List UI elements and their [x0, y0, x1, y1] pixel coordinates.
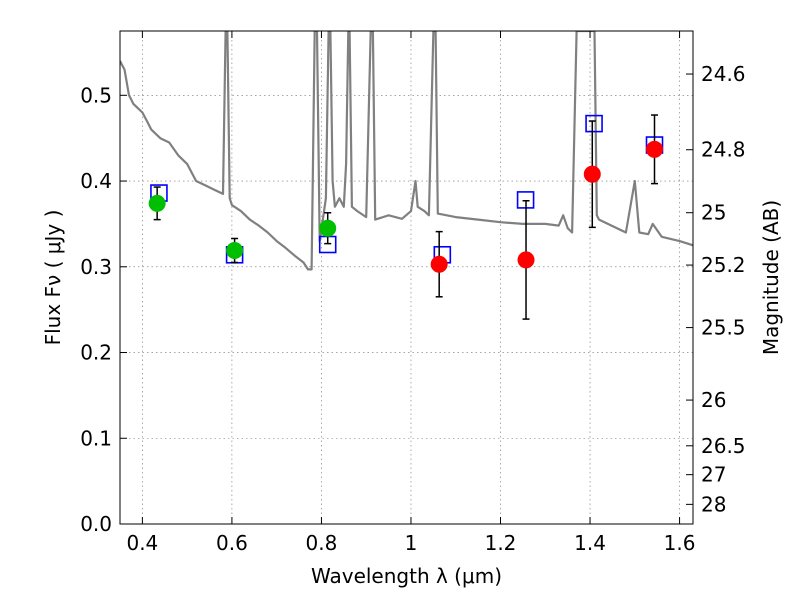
y-tick-label: 0.0 — [80, 512, 112, 536]
right-tick-label: 25.5 — [701, 316, 746, 340]
x-tick-label: 0.4 — [126, 531, 158, 555]
x-tick-label: 0.6 — [216, 531, 248, 555]
right-tick-label: 24.6 — [701, 62, 746, 86]
y-tick-label: 0.1 — [80, 426, 112, 450]
right-tick-label: 26.5 — [701, 434, 746, 458]
x-tick-label: 0.8 — [306, 531, 338, 555]
y-tick-label: 0.2 — [80, 341, 112, 365]
nir-data-point — [430, 255, 448, 273]
right-tick-label: 25 — [701, 201, 726, 225]
right-tick-label: 28 — [701, 492, 726, 516]
optical-data-point — [319, 219, 337, 237]
y-axis-label: Flux Fν ( μJy ) — [41, 210, 65, 346]
nir-data-point — [583, 165, 601, 183]
right-tick-label: 27 — [701, 463, 726, 487]
x-tick-label: 1 — [405, 531, 418, 555]
nir-data-point — [517, 251, 535, 269]
model-flux-marker — [585, 114, 603, 133]
right-tick-label: 26 — [701, 388, 726, 412]
right-tick-label: 25.2 — [701, 253, 746, 277]
y-tick-label: 0.3 — [80, 255, 112, 279]
plot-layer — [120, 31, 693, 320]
ticks-layer: 0.4 0.6 0.8 1 1.2 1.4 1.6 0.0 0.1 0.2 0.3 0.4 0.5 24.… — [80, 31, 746, 555]
plot-frame — [119, 30, 694, 525]
y-tick-label: 0.5 — [80, 83, 112, 107]
y-tick-label: 0.4 — [80, 169, 112, 193]
x-tick-label: 1.6 — [664, 531, 696, 555]
x-tick-label: 1.4 — [574, 531, 606, 555]
optical-data-point — [226, 241, 244, 259]
right-tick-label: 24.8 — [701, 138, 746, 162]
x-axis-label: Wavelength λ (μm) — [311, 564, 502, 588]
grid-layer — [120, 31, 693, 525]
x-tick-label: 1.2 — [485, 531, 517, 555]
optical-data-point — [148, 194, 166, 212]
model-spectrum-line — [120, 31, 693, 271]
y-right-axis-label: Magnitude (AB) — [759, 200, 783, 355]
nir-data-point — [646, 140, 664, 158]
